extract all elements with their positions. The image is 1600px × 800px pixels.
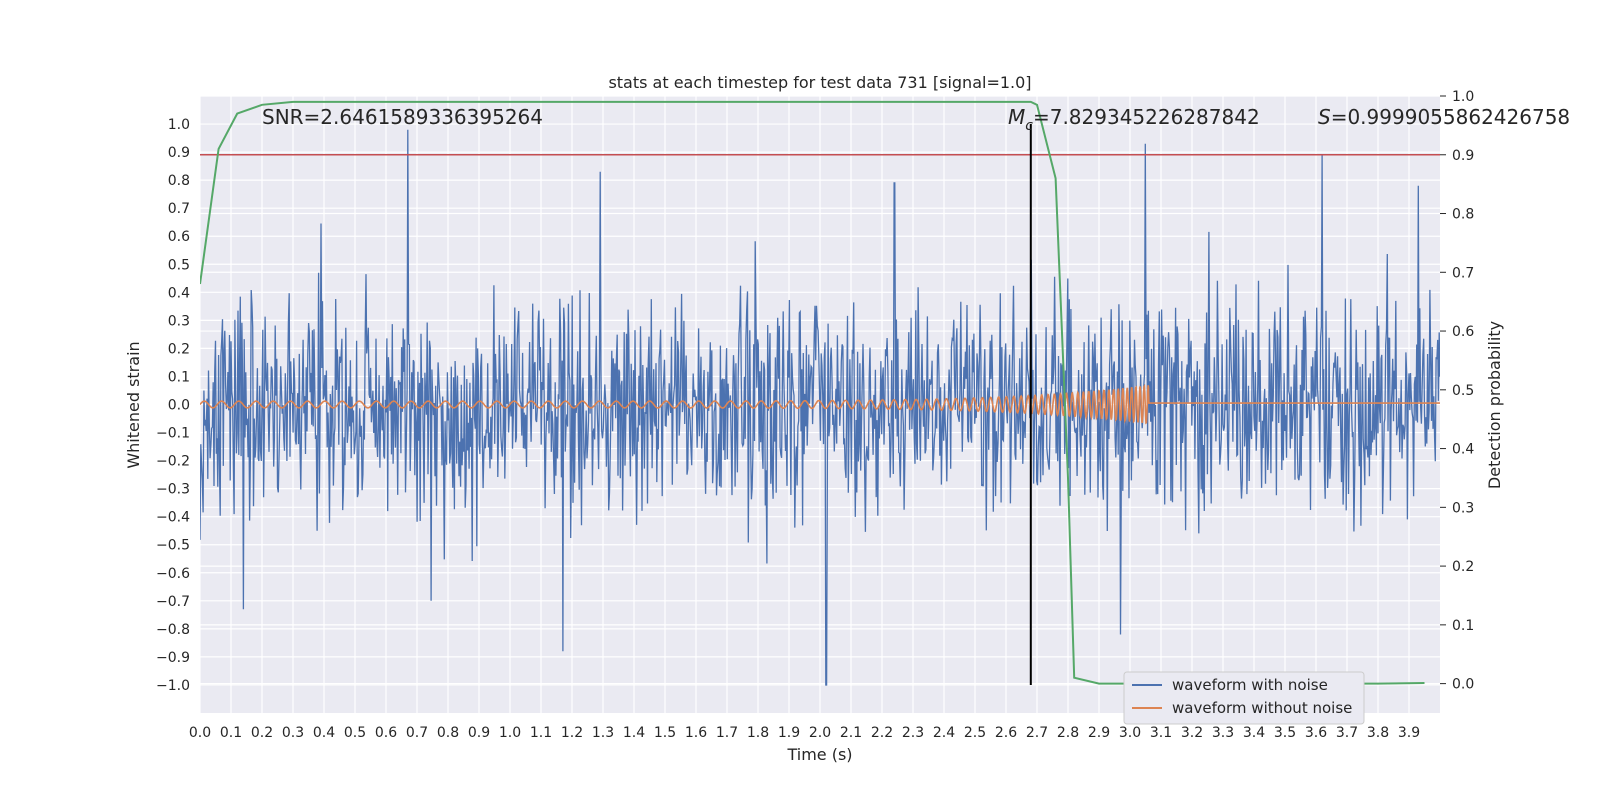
x-axis-ticks: 0.0 0.1 0.2 0.3 0.4 0.5 0.6 0.7 0.8 0.9 1.0 1.1 1.2 1… — [189, 725, 1420, 741]
y-tick-label: −0.7 — [156, 594, 190, 610]
snr-annotation: SNR=2.6461589336395264 — [262, 105, 543, 129]
y-tick-label: −0.1 — [156, 426, 190, 442]
x-tick-label: 2.0 — [809, 725, 831, 741]
x-tick-label: 2.1 — [840, 725, 862, 741]
y-tick-label: 0.9 — [168, 145, 190, 161]
chirp-mass-annotation: Mc=7.829345226287842 — [1008, 105, 1260, 134]
y-right-tick-label: 0.1 — [1452, 618, 1474, 634]
y-tick-label: −0.8 — [156, 622, 190, 638]
x-tick-label: 1.6 — [685, 725, 707, 741]
x-tick-label: 0.2 — [251, 725, 273, 741]
series-waveform-without-noise — [200, 383, 1440, 425]
y-tick-label: −0.6 — [156, 566, 190, 582]
x-tick-label: 2.6 — [995, 725, 1017, 741]
x-tick-label: 0.3 — [282, 725, 304, 741]
x-tick-label: 2.7 — [1026, 725, 1048, 741]
y-tick-label: 0.2 — [168, 341, 190, 357]
y-tick-label: 0.1 — [168, 369, 190, 385]
x-tick-label: 2.4 — [933, 725, 955, 741]
legend-label-noise: waveform with noise — [1172, 676, 1328, 694]
y-tick-label: −0.4 — [156, 510, 190, 526]
x-tick-label: 1.8 — [747, 725, 769, 741]
y-axis-ticks: 1.0 0.9 0.8 0.7 0.6 0.5 0.4 0.3 0.2 0.1 0.0 −0.1 −0.… — [156, 117, 190, 694]
x-tick-label: 3.8 — [1367, 725, 1389, 741]
x-tick-label: 2.3 — [902, 725, 924, 741]
y-tick-label: −0.9 — [156, 650, 190, 666]
x-tick-label: 2.5 — [964, 725, 986, 741]
x-tick-label: 3.1 — [1150, 725, 1172, 741]
x-tick-label: 0.9 — [468, 725, 490, 741]
x-tick-label: 1.9 — [778, 725, 800, 741]
x-tick-label: 2.2 — [871, 725, 893, 741]
x-tick-label: 1.3 — [592, 725, 614, 741]
x-tick-label: 3.5 — [1274, 725, 1296, 741]
x-tick-label: 3.0 — [1119, 725, 1141, 741]
y-axis-label: Whitened strain — [124, 341, 143, 468]
y-right-tick-label: 1.0 — [1452, 89, 1474, 105]
y-axis-right-label: Detection probability — [1485, 321, 1504, 489]
y-tick-label: 0.8 — [168, 173, 190, 189]
y-right-tick-label: 0.0 — [1452, 677, 1474, 693]
x-tick-label: 0.8 — [437, 725, 459, 741]
y-right-tick-label: 0.6 — [1452, 324, 1474, 340]
legend-label-clean: waveform without noise — [1172, 699, 1352, 717]
chart-title: stats at each timestep for test data 731… — [608, 73, 1031, 92]
x-tick-label: 3.4 — [1243, 725, 1265, 741]
x-tick-label: 1.0 — [499, 725, 521, 741]
y-tick-label: 0.4 — [168, 285, 190, 301]
x-tick-label: 0.4 — [313, 725, 335, 741]
x-tick-label: 3.3 — [1212, 725, 1234, 741]
x-tick-label: 2.9 — [1088, 725, 1110, 741]
x-tick-label: 3.7 — [1336, 725, 1358, 741]
y-right-tick-label: 0.9 — [1452, 148, 1474, 164]
x-tick-label: 3.2 — [1181, 725, 1203, 741]
series-waveform-with-noise — [200, 129, 1440, 686]
y-tick-label: 0.0 — [168, 398, 190, 414]
x-tick-label: 2.8 — [1057, 725, 1079, 741]
y-right-tick-label: 0.8 — [1452, 207, 1474, 223]
y-right-tick-label: 0.2 — [1452, 559, 1474, 575]
x-tick-label: 0.6 — [375, 725, 397, 741]
y-right-tick-label: 0.7 — [1452, 265, 1474, 281]
x-tick-label: 1.4 — [623, 725, 645, 741]
y-tick-label: 0.7 — [168, 201, 190, 217]
y-tick-label: −0.3 — [156, 482, 190, 498]
x-tick-label: 0.7 — [406, 725, 428, 741]
x-tick-label: 3.9 — [1398, 725, 1420, 741]
y-tick-label: 0.3 — [168, 313, 190, 329]
s-annotation: S=0.9999055862426758 — [1318, 105, 1570, 129]
y-tick-label: −0.5 — [156, 538, 190, 554]
legend-box — [1123, 671, 1365, 725]
x-tick-label: 0.5 — [344, 725, 366, 741]
y-tick-label: −1.0 — [156, 678, 190, 694]
y-right-tick-label: 0.5 — [1452, 383, 1474, 399]
y-tick-label: 1.0 — [168, 117, 190, 133]
x-tick-label: 3.6 — [1305, 725, 1327, 741]
x-tick-label: 0.1 — [220, 725, 242, 741]
legend: waveform with noise waveform without noi… — [1123, 671, 1365, 725]
y-right-tick-label: 0.4 — [1452, 442, 1474, 458]
y-axis-right-ticks: 1.0 0.9 0.8 0.7 0.6 0.5 0.4 0.3 0.2 0.1 0.0 — [1440, 89, 1474, 693]
y-tick-label: 0.6 — [168, 229, 190, 245]
x-tick-label: 1.7 — [716, 725, 738, 741]
x-tick-label: 0.0 — [189, 725, 211, 741]
x-tick-label: 1.5 — [654, 725, 676, 741]
y-tick-label: 0.5 — [168, 257, 190, 273]
x-axis-label: Time (s) — [786, 745, 852, 764]
x-tick-label: 1.1 — [530, 725, 552, 741]
y-tick-label: −0.2 — [156, 454, 190, 470]
x-tick-label: 1.2 — [561, 725, 583, 741]
y-right-tick-label: 0.3 — [1452, 500, 1474, 516]
